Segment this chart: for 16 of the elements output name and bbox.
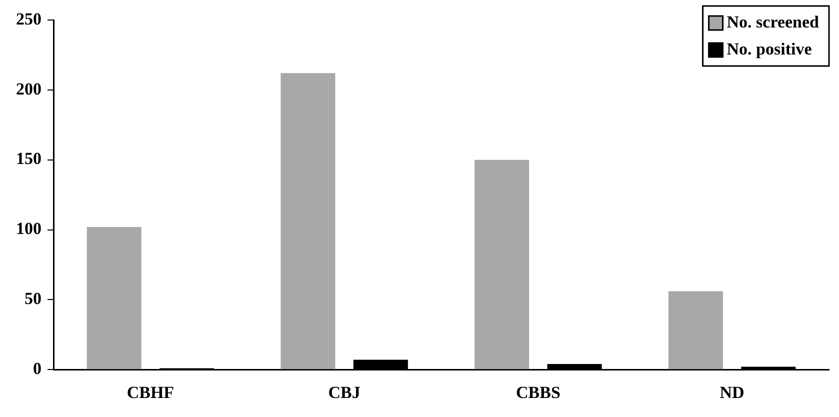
y-tick-label: 0 xyxy=(33,358,42,378)
legend-label: No. screened xyxy=(726,12,820,32)
bar xyxy=(280,73,336,370)
x-tick-label: CBBS xyxy=(516,383,560,402)
x-tick-label: CBHF xyxy=(126,383,174,402)
y-tick-label: 250 xyxy=(16,9,42,28)
x-tick-label: ND xyxy=(720,383,744,402)
y-tick-label: 100 xyxy=(16,219,42,238)
y-tick-label: 150 xyxy=(16,149,42,168)
x-tick-label: CBJ xyxy=(328,383,361,402)
bar xyxy=(474,160,530,370)
y-tick-label: 50 xyxy=(24,289,42,308)
y-tick-label: 200 xyxy=(16,79,42,98)
legend-label: No. positive xyxy=(726,39,812,58)
bar xyxy=(86,226,142,370)
bar xyxy=(668,291,723,370)
